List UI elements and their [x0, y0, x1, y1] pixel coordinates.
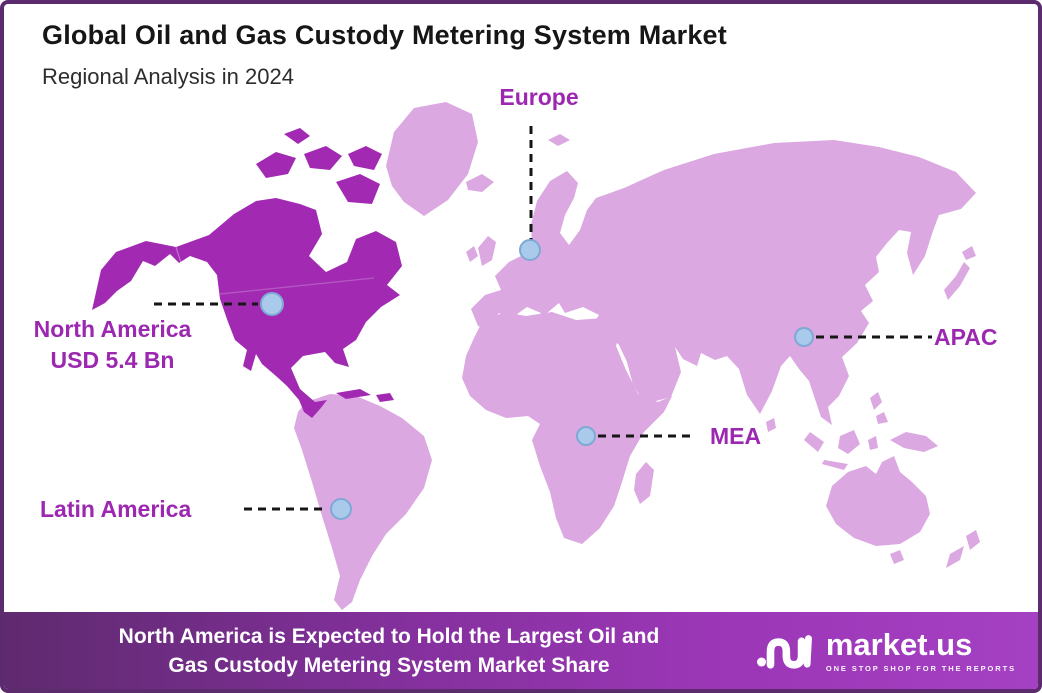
label-north-america: North America USD 5.4 Bn — [10, 314, 215, 376]
page-title: Global Oil and Gas Custody Metering Syst… — [42, 20, 727, 50]
continent-eurasia — [466, 134, 976, 432]
continent-oceania — [804, 430, 980, 568]
page-subtitle: Regional Analysis in 2024 — [42, 64, 294, 89]
logo-wordmark: market.us — [825, 626, 973, 662]
marker-europe — [519, 239, 541, 261]
marketus-logo-icon — [756, 634, 812, 669]
bottom-banner: North America is Expected to Hold the La… — [4, 612, 1038, 689]
label-latin-america: Latin America — [40, 496, 192, 522]
label-europe: Europe — [499, 84, 579, 110]
marker-latin-america — [330, 498, 352, 520]
banner-headline-line2: Gas Custody Metering System Market Share — [168, 653, 610, 677]
marketus-logo: market.us ONE STOP SHOP FOR THE REPORTS — [756, 612, 1016, 689]
marketus-logo-text: market.us ONE STOP SHOP FOR THE REPORTS — [826, 629, 1016, 673]
world-map — [92, 102, 980, 610]
continent-north-america-highlighted — [92, 128, 402, 418]
logo-tagline: ONE STOP SHOP FOR THE REPORTS — [825, 663, 1016, 673]
continent-south-america — [294, 394, 432, 610]
label-apac: APAC — [934, 324, 998, 350]
banner-headline-line1: North America is Expected to Hold the La… — [118, 625, 660, 648]
connector-lines — [154, 126, 932, 511]
marker-apac — [794, 327, 814, 347]
label-north-america-value: USD 5.4 Bn — [50, 347, 175, 374]
continent-greenland — [386, 102, 494, 216]
marker-mea — [576, 426, 596, 446]
region-markers — [260, 239, 814, 520]
marker-north-america — [260, 292, 284, 316]
continent-africa — [462, 312, 672, 544]
banner-headline: North America is Expected to Hold the La… — [34, 623, 744, 681]
label-mea: MEA — [710, 423, 762, 449]
label-north-america-name: North America — [33, 316, 192, 342]
